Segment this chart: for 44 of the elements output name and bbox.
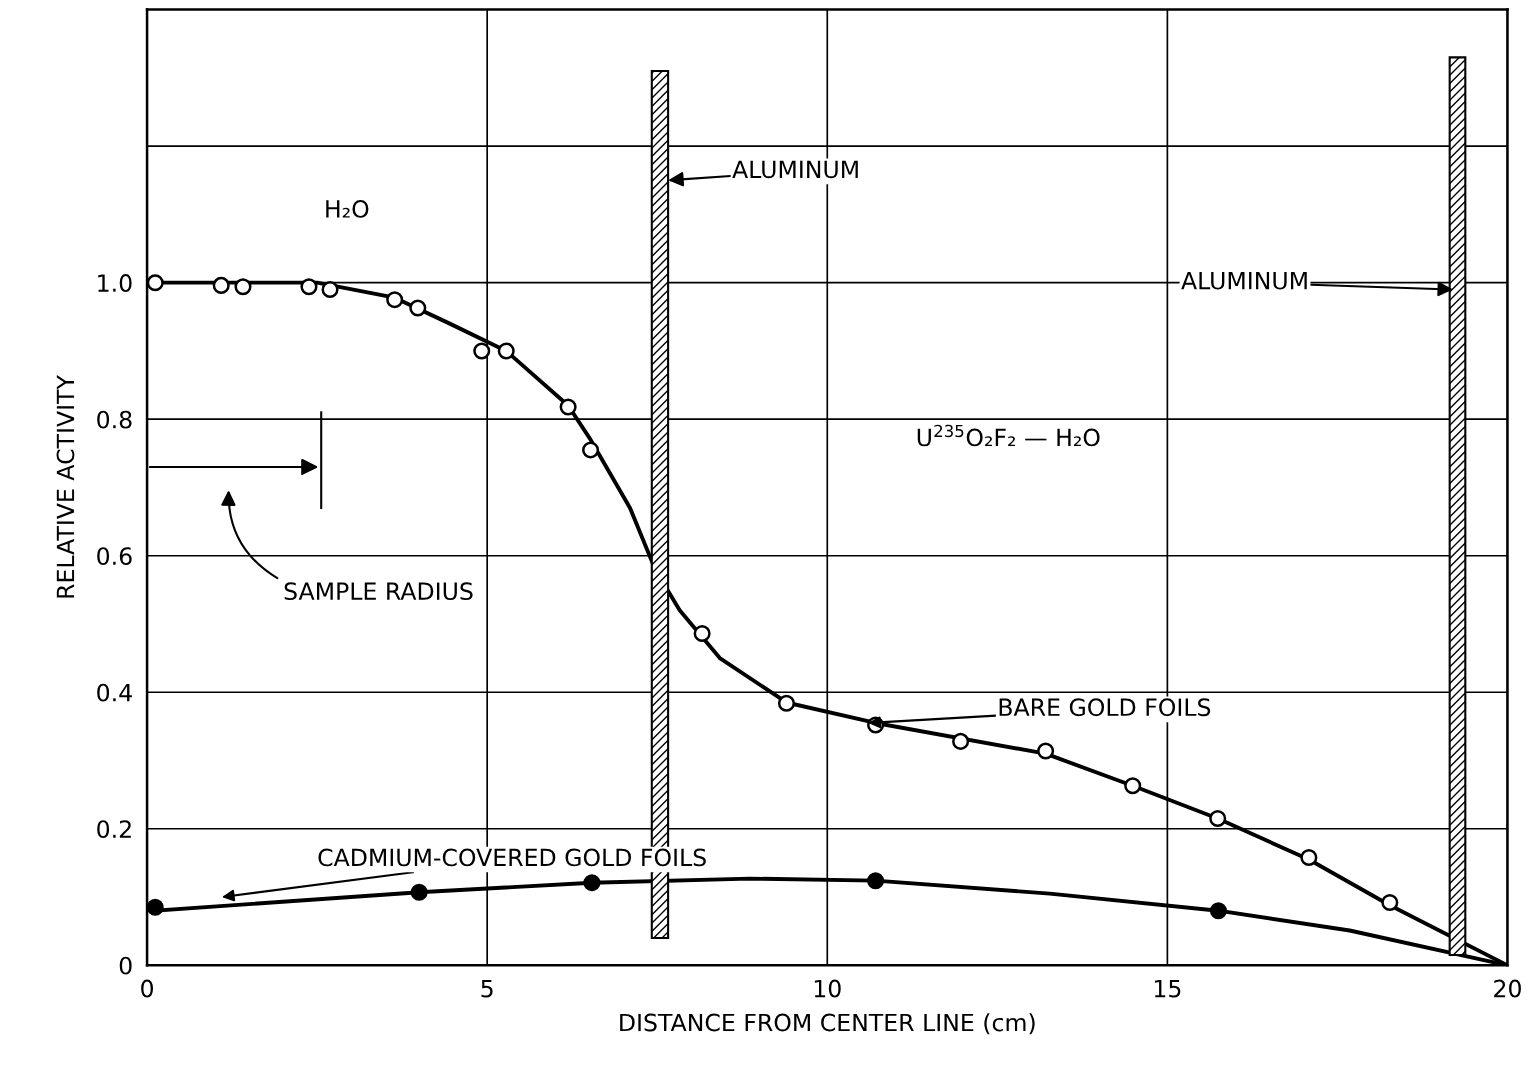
y-tick-label: 0.6: [97, 547, 132, 566]
y-tick-label: 0.8: [97, 410, 132, 429]
point: [497, 342, 515, 360]
x-tick-label: 10: [814, 979, 841, 998]
annotation: H₂O: [326, 199, 369, 218]
point: [409, 299, 427, 317]
y-tick-label: 0.4: [97, 683, 132, 702]
x-axis-title: DISTANCE FROM CENTER LINE (cm): [620, 1013, 1035, 1035]
point: [952, 732, 970, 750]
point: [300, 278, 318, 296]
point: [559, 398, 577, 416]
series-label: BARE GOLD FOILS: [999, 698, 1211, 717]
point: [386, 291, 404, 309]
y-tick-label: 1.0: [98, 274, 132, 292]
point: [1300, 848, 1318, 866]
y-tick-label: 0.2: [97, 820, 131, 839]
point: [867, 872, 885, 890]
x-tick-label: 5: [481, 979, 493, 998]
annotation: ALUMINUM: [1181, 271, 1307, 290]
point: [693, 625, 711, 643]
x-tick-label: 15: [1154, 979, 1181, 998]
annotation: ALUMINUM: [732, 160, 858, 179]
point: [1381, 893, 1399, 912]
point: [1209, 810, 1227, 828]
point: [410, 883, 428, 901]
point: [473, 342, 491, 360]
x-tick-label: 0: [141, 979, 154, 998]
point: [147, 898, 164, 916]
point: [583, 874, 601, 892]
point: [582, 441, 600, 459]
point: [1209, 902, 1227, 920]
point: [1037, 742, 1055, 760]
point: [321, 280, 339, 299]
y-axis-title: RELATIVE ACTIVITY: [56, 374, 75, 598]
series-label: CADMIUM-COVERED GOLD FOILS: [318, 848, 706, 867]
point: [1124, 777, 1142, 795]
y-tick-label: 0: [119, 956, 132, 975]
x-tick-label: 20: [1494, 979, 1521, 998]
annotation: SAMPLE RADIUS: [284, 582, 473, 601]
annotation: U$^{235}$O₂F₂ — H₂O: [917, 424, 1100, 447]
point: [234, 278, 252, 296]
point: [777, 694, 795, 712]
point: [212, 276, 230, 294]
point: [147, 274, 164, 292]
